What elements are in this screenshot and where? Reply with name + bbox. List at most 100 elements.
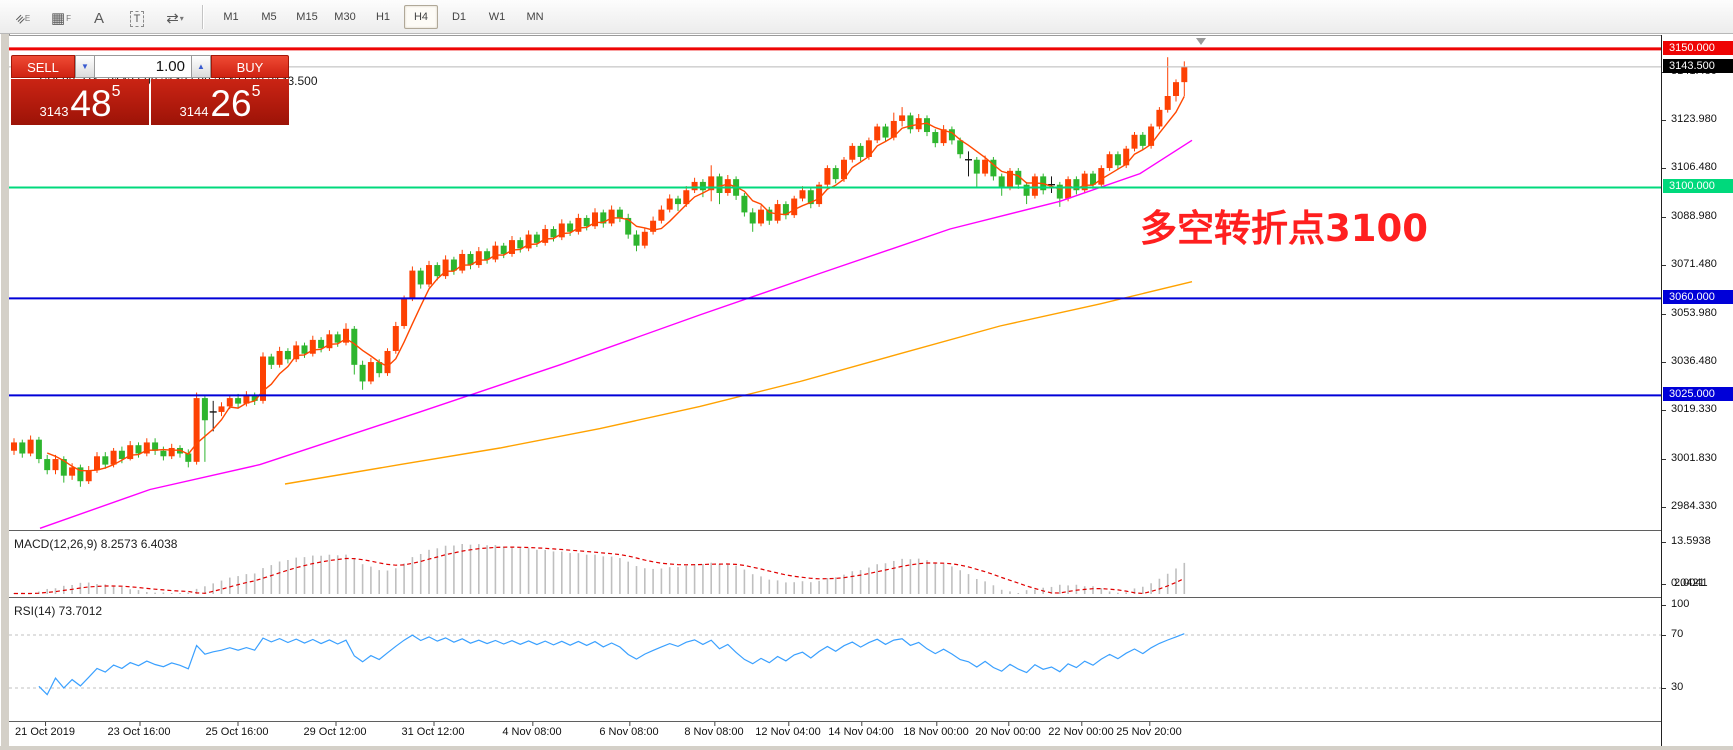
time-axis-label: 6 Nov 08:00 xyxy=(599,722,659,738)
candle-body xyxy=(500,245,507,254)
candle-body xyxy=(932,132,939,144)
draw-trendline-tools-icon[interactable]: ≡ E xyxy=(8,4,38,30)
draw-fibo-tools-icon[interactable]: ▦ F xyxy=(46,4,76,30)
macd-signal-line xyxy=(14,546,1185,595)
price-axis-label: 3088.980 xyxy=(1662,210,1717,222)
chevron-down-icon: ▾ xyxy=(179,13,184,23)
candle-body xyxy=(749,212,756,224)
buy-price-tile[interactable]: 3144 26 5 xyxy=(151,79,289,125)
volume-decrease-button[interactable]: ▼ xyxy=(75,55,95,78)
buy-button[interactable]: BUY xyxy=(211,55,289,78)
candle-body xyxy=(426,265,432,285)
candle-body xyxy=(201,398,208,421)
candle-body xyxy=(907,115,914,130)
candle-body xyxy=(185,453,192,462)
candle-body xyxy=(226,398,233,407)
sell-price-tile[interactable]: 3143 48 5 xyxy=(11,79,149,125)
candle-body xyxy=(127,445,134,460)
time-axis-label: 29 Oct 12:00 xyxy=(303,722,367,738)
timeframe-button-m5[interactable]: M5 xyxy=(261,10,277,23)
candle-body xyxy=(675,198,681,205)
candle-body xyxy=(774,204,781,221)
text-label-icon[interactable]: A xyxy=(93,9,104,27)
candle-body xyxy=(1139,134,1146,146)
candle-body xyxy=(616,209,623,218)
candle-body xyxy=(683,190,690,205)
price-axis[interactable]: 3141.4803123.9803106.4803088.9803071.480… xyxy=(1661,35,1733,746)
candle-body xyxy=(85,470,92,482)
candle-body xyxy=(94,456,100,471)
candle-body xyxy=(699,181,706,191)
candle-body xyxy=(19,442,26,454)
candle-body xyxy=(293,345,300,360)
volume-input[interactable] xyxy=(95,55,191,78)
candle-body xyxy=(235,398,242,404)
timeframe-button-mn[interactable]: MN xyxy=(526,10,544,23)
time-axis-label: 14 Nov 04:00 xyxy=(828,722,894,738)
candlestick-chart[interactable] xyxy=(9,36,1661,531)
candle-body xyxy=(11,442,17,451)
candle-body xyxy=(517,240,524,249)
price-badge: 3025.000 xyxy=(1663,387,1733,402)
candle-body xyxy=(284,350,291,360)
time-axis-label: 20 Nov 00:00 xyxy=(975,722,1041,738)
time-axis-label: 23 Oct 16:00 xyxy=(107,722,171,738)
candle-body xyxy=(741,195,748,213)
price-badge: 3100.000 xyxy=(1663,179,1733,194)
candle-body xyxy=(1181,66,1188,83)
sell-button[interactable]: SELL xyxy=(11,55,75,78)
candle-body xyxy=(1031,176,1038,196)
timeframe-button-m1[interactable]: M1 xyxy=(223,10,239,23)
candle-body xyxy=(1106,154,1113,169)
volume-increase-button[interactable]: ▲ xyxy=(191,55,211,78)
candle-body xyxy=(77,467,84,482)
candle-body xyxy=(708,176,715,191)
rsi-pane[interactable]: RSI(14) 73.7012 xyxy=(9,601,1661,721)
price-axis-label: 3036.480 xyxy=(1662,355,1717,367)
chart-shift-marker-icon[interactable] xyxy=(1196,38,1206,45)
text-box-icon[interactable]: T xyxy=(122,4,152,30)
candle-body xyxy=(940,129,947,144)
candle-body xyxy=(716,176,723,194)
candle-body xyxy=(1098,168,1105,185)
candle-body xyxy=(758,209,764,224)
price-badge: 3150.000 xyxy=(1663,40,1733,55)
timeframe-button-m30[interactable]: M30 xyxy=(334,10,356,23)
candle-body xyxy=(625,217,632,235)
timeframe-button-d1[interactable]: D1 xyxy=(451,10,467,23)
timeframe-button-m15[interactable]: M15 xyxy=(296,10,318,23)
rsi-axis-label: 70 xyxy=(1662,628,1683,640)
time-axis-label: 21 Oct 2019 xyxy=(15,722,75,738)
candle-body xyxy=(1148,126,1155,146)
rsi-axis-label: 100 xyxy=(1662,598,1689,610)
candle-body xyxy=(658,209,665,221)
candle-body xyxy=(168,447,175,457)
candle-body xyxy=(1123,148,1130,166)
time-axis[interactable]: 21 Oct 2019 23 Oct 16:00 25 Oct 16:00 29 Oc… xyxy=(9,722,1661,746)
candle-body xyxy=(467,253,474,266)
candle-body xyxy=(243,395,250,404)
rsi-plot xyxy=(9,633,1661,696)
macd-axis-label-overlap: 2.0041 xyxy=(1662,577,1708,589)
macd-pane[interactable]: MACD(12,26,9) 8.2573 6.4038 xyxy=(9,534,1661,597)
candle-body xyxy=(874,126,881,141)
candle-body xyxy=(782,204,789,216)
cursor-tools-icon[interactable]: ⇄ ▾ xyxy=(160,4,190,30)
grid-glyph: ▦ xyxy=(50,9,66,27)
time-axis-label: 12 Nov 04:00 xyxy=(755,722,821,738)
candle-body xyxy=(1173,82,1179,97)
candle-body xyxy=(351,328,358,365)
buy-price-pips: 26 xyxy=(210,83,252,124)
candle-body xyxy=(102,456,109,465)
time-axis-label: 18 Nov 00:00 xyxy=(903,722,969,738)
timeframe-button-h4[interactable]: H4 xyxy=(404,4,438,29)
timeframe-button-h1[interactable]: H1 xyxy=(375,10,391,23)
timeframe-button-w1[interactable]: W1 xyxy=(488,10,506,23)
candle-body xyxy=(1164,96,1171,110)
candle-body xyxy=(1056,184,1063,199)
candle-body xyxy=(193,398,200,462)
candle-body xyxy=(367,362,374,382)
candle-body xyxy=(533,234,540,243)
price-axis-label: 3123.980 xyxy=(1662,113,1717,125)
candle-body xyxy=(691,181,698,191)
